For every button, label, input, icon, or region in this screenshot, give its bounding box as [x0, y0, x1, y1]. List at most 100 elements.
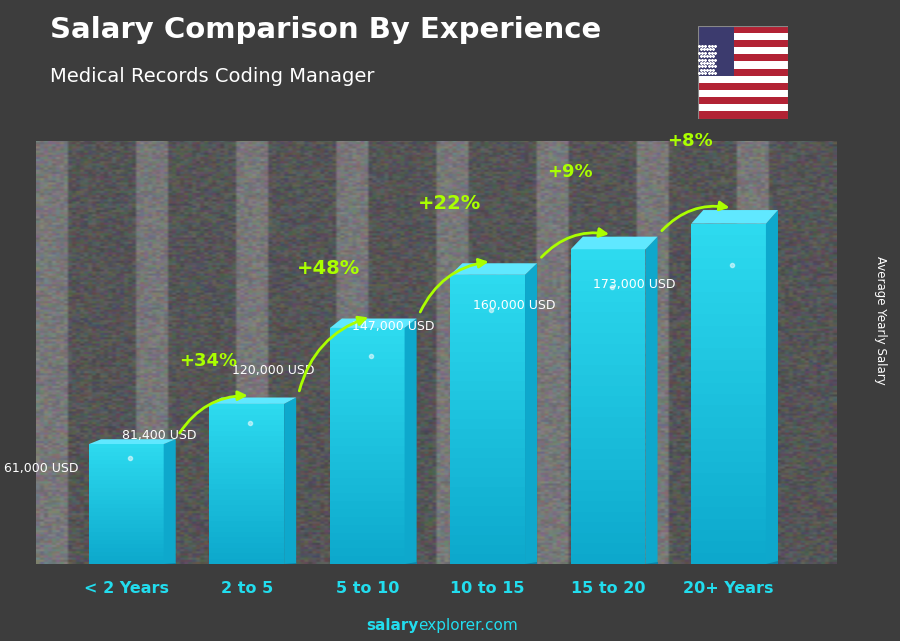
Polygon shape: [210, 420, 284, 425]
Polygon shape: [571, 449, 645, 459]
Polygon shape: [691, 519, 766, 530]
Polygon shape: [330, 446, 405, 454]
Polygon shape: [571, 417, 645, 428]
Polygon shape: [89, 548, 164, 552]
Bar: [698, 83, 788, 90]
Polygon shape: [691, 224, 766, 235]
Polygon shape: [330, 470, 405, 478]
Polygon shape: [210, 415, 284, 420]
Polygon shape: [210, 431, 284, 436]
Polygon shape: [450, 352, 525, 362]
Polygon shape: [450, 313, 525, 323]
Polygon shape: [89, 460, 164, 464]
Polygon shape: [330, 517, 405, 525]
Polygon shape: [89, 556, 164, 560]
Polygon shape: [450, 371, 525, 381]
Text: 120,000 USD: 120,000 USD: [231, 364, 314, 377]
Polygon shape: [525, 263, 537, 564]
Polygon shape: [571, 459, 645, 470]
Polygon shape: [330, 493, 405, 501]
Text: 147,000 USD: 147,000 USD: [352, 320, 435, 333]
Polygon shape: [210, 559, 284, 564]
Polygon shape: [164, 563, 176, 564]
Polygon shape: [210, 447, 284, 452]
Polygon shape: [450, 333, 525, 342]
Polygon shape: [210, 532, 284, 537]
Polygon shape: [691, 280, 766, 292]
Polygon shape: [571, 291, 645, 302]
Polygon shape: [89, 512, 164, 516]
Polygon shape: [330, 525, 405, 533]
Polygon shape: [89, 488, 164, 492]
Polygon shape: [571, 438, 645, 449]
Polygon shape: [89, 464, 164, 468]
Polygon shape: [691, 417, 766, 428]
Polygon shape: [164, 439, 176, 564]
Polygon shape: [691, 405, 766, 417]
Polygon shape: [330, 360, 405, 367]
Polygon shape: [210, 511, 284, 516]
Bar: [698, 97, 788, 104]
Polygon shape: [330, 351, 405, 360]
Text: 81,400 USD: 81,400 USD: [122, 429, 196, 442]
Polygon shape: [330, 399, 405, 406]
Polygon shape: [525, 562, 537, 564]
Polygon shape: [210, 489, 284, 495]
Polygon shape: [210, 537, 284, 543]
Polygon shape: [571, 512, 645, 522]
Polygon shape: [450, 323, 525, 333]
Polygon shape: [330, 406, 405, 415]
Polygon shape: [210, 436, 284, 441]
Polygon shape: [330, 336, 405, 344]
Text: Average Yearly Salary: Average Yearly Salary: [874, 256, 886, 385]
Polygon shape: [210, 441, 284, 447]
Bar: [698, 104, 788, 112]
Polygon shape: [330, 319, 417, 328]
Polygon shape: [571, 271, 645, 281]
Polygon shape: [571, 333, 645, 344]
Text: salary: salary: [366, 619, 418, 633]
Polygon shape: [89, 524, 164, 528]
Polygon shape: [89, 528, 164, 532]
Polygon shape: [210, 516, 284, 521]
Polygon shape: [210, 521, 284, 527]
Polygon shape: [330, 367, 405, 375]
Polygon shape: [691, 360, 766, 371]
Polygon shape: [89, 504, 164, 508]
Polygon shape: [691, 303, 766, 315]
Polygon shape: [450, 400, 525, 410]
Polygon shape: [89, 560, 164, 564]
Polygon shape: [210, 409, 284, 415]
Polygon shape: [450, 304, 525, 313]
Bar: [698, 90, 788, 97]
Polygon shape: [571, 386, 645, 396]
Polygon shape: [571, 344, 645, 354]
Bar: [698, 54, 788, 62]
Polygon shape: [330, 501, 405, 509]
Polygon shape: [89, 520, 164, 524]
Text: 160,000 USD: 160,000 USD: [472, 299, 555, 312]
Polygon shape: [571, 406, 645, 417]
Polygon shape: [210, 425, 284, 431]
Polygon shape: [450, 275, 525, 285]
Polygon shape: [571, 302, 645, 312]
Polygon shape: [691, 315, 766, 326]
Polygon shape: [284, 397, 296, 564]
Polygon shape: [89, 552, 164, 556]
Text: Medical Records Coding Manager: Medical Records Coding Manager: [50, 67, 374, 87]
Polygon shape: [210, 548, 284, 553]
Polygon shape: [450, 468, 525, 478]
Polygon shape: [330, 422, 405, 430]
Polygon shape: [210, 527, 284, 532]
Polygon shape: [330, 438, 405, 446]
Polygon shape: [89, 484, 164, 488]
Polygon shape: [691, 210, 778, 224]
Polygon shape: [571, 533, 645, 543]
Polygon shape: [330, 391, 405, 399]
Bar: [698, 69, 788, 76]
Polygon shape: [330, 383, 405, 391]
Polygon shape: [450, 419, 525, 429]
Polygon shape: [691, 371, 766, 383]
Bar: [698, 40, 788, 47]
Polygon shape: [450, 478, 525, 487]
